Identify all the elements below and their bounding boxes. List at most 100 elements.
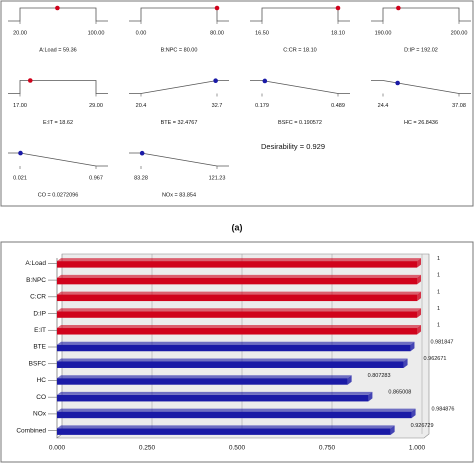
high-label: 32.7	[212, 103, 223, 109]
low-label: 17.00	[13, 103, 27, 109]
bar-top	[57, 341, 415, 345]
x-tick-label: 0.250	[139, 445, 156, 452]
ramp-line	[129, 7, 229, 22]
bar-top	[57, 325, 421, 329]
bar	[57, 277, 417, 285]
ramp-line	[371, 7, 471, 22]
high-label: 80.00	[210, 30, 224, 36]
bar-top	[57, 375, 352, 379]
value-dot	[18, 150, 23, 156]
value-label: 0.962671	[424, 356, 447, 362]
low-label: 0.179	[255, 103, 269, 109]
value-dot	[27, 78, 33, 83]
x-tick-label: 0.000	[49, 445, 66, 452]
low-label: 20.00	[13, 30, 27, 36]
bar	[57, 328, 417, 335]
bar-end	[410, 341, 415, 352]
ramp-line	[129, 80, 229, 94]
panel-label: A:Load = 59.36	[39, 47, 76, 53]
category-label: C:CR	[30, 294, 46, 301]
bar-end	[390, 425, 395, 435]
category-label: B:NPC	[26, 277, 46, 284]
ramp-line	[371, 80, 471, 94]
ramp-line	[250, 80, 350, 94]
panel-label: HC = 26.8436	[404, 120, 438, 126]
bar-end	[347, 375, 352, 385]
panel-label: D:IP = 192.02	[404, 47, 438, 53]
bar	[57, 411, 412, 419]
high-label: 0.967	[89, 175, 103, 181]
value-label: 1	[437, 256, 440, 262]
bar-top	[57, 408, 416, 412]
value-label: 0.865008	[388, 390, 411, 396]
bar-top	[57, 274, 421, 278]
low-label: 0.00	[136, 30, 147, 36]
ramp-line	[129, 152, 229, 167]
panel-label: CO = 0.0272096	[38, 192, 79, 198]
low-label: 16.50	[255, 30, 269, 36]
high-label: 29.00	[89, 103, 103, 109]
bar-end	[417, 325, 421, 335]
value-dot	[139, 150, 145, 156]
bar-top	[57, 291, 421, 295]
value-label: 0.807283	[368, 373, 391, 379]
panel-a-frame	[0, 0, 474, 207]
low-label: 83.28	[134, 175, 148, 181]
panel-label: E:IT = 18.62	[43, 120, 73, 126]
value-label: 1	[437, 273, 440, 279]
value-dot	[396, 5, 401, 11]
high-label: 200.00	[451, 30, 468, 36]
bar	[57, 378, 348, 385]
bar-end	[368, 391, 373, 402]
desirability: Desirability = 0.929	[261, 142, 325, 151]
category-label: BTE	[33, 344, 46, 351]
panel-caption: (a)	[232, 222, 243, 232]
value-label: 1	[437, 323, 440, 329]
panel-label: C:CR = 18.10	[283, 47, 316, 53]
value-label: 1	[437, 289, 440, 295]
value-dot	[213, 78, 218, 84]
category-label: D:IP	[33, 310, 46, 317]
ramp-line	[250, 7, 350, 22]
high-label: 121.23	[209, 175, 226, 181]
bar-top	[57, 358, 408, 362]
panel-label: B:NPC = 80.00	[161, 47, 198, 53]
low-label: 0.021	[13, 175, 27, 181]
bar-end	[403, 358, 408, 368]
category-label: A:Load	[25, 260, 46, 267]
bar-top	[57, 425, 395, 429]
category-label: CO	[36, 394, 46, 401]
category-label: Combined	[16, 427, 46, 434]
value-dot	[395, 80, 400, 86]
bar-top	[57, 308, 421, 312]
panel-label: BTE = 32.4767	[161, 120, 198, 126]
x-tick-label: 0.750	[319, 445, 336, 452]
panel-label: BSFC = 0.190572	[278, 120, 322, 126]
bar-end	[417, 308, 421, 318]
category-label: NOx	[33, 411, 47, 418]
bar-end	[417, 258, 421, 268]
bar-end	[417, 274, 421, 285]
high-label: 18.10	[331, 30, 345, 36]
bar-top	[57, 258, 421, 262]
x-tick-label: 1.000	[409, 445, 426, 452]
category-label: HC	[37, 377, 47, 384]
category-label: BSFC	[29, 360, 47, 367]
bar	[57, 428, 391, 435]
high-label: 100.00	[88, 30, 105, 36]
value-label: 0.981847	[430, 339, 453, 345]
bar	[57, 361, 404, 368]
category-label: E:IT	[34, 327, 46, 334]
high-label: 0.489	[331, 103, 345, 109]
x-tick-label: 0.500	[229, 445, 246, 452]
bar-end	[417, 291, 421, 302]
ramp-line	[8, 80, 108, 94]
value-dot	[335, 5, 341, 11]
bar	[57, 261, 417, 268]
high-label: 37.08	[452, 103, 466, 109]
bar-top	[57, 391, 373, 395]
low-label: 24.4	[378, 103, 389, 109]
low-label: 20.4	[136, 103, 147, 109]
